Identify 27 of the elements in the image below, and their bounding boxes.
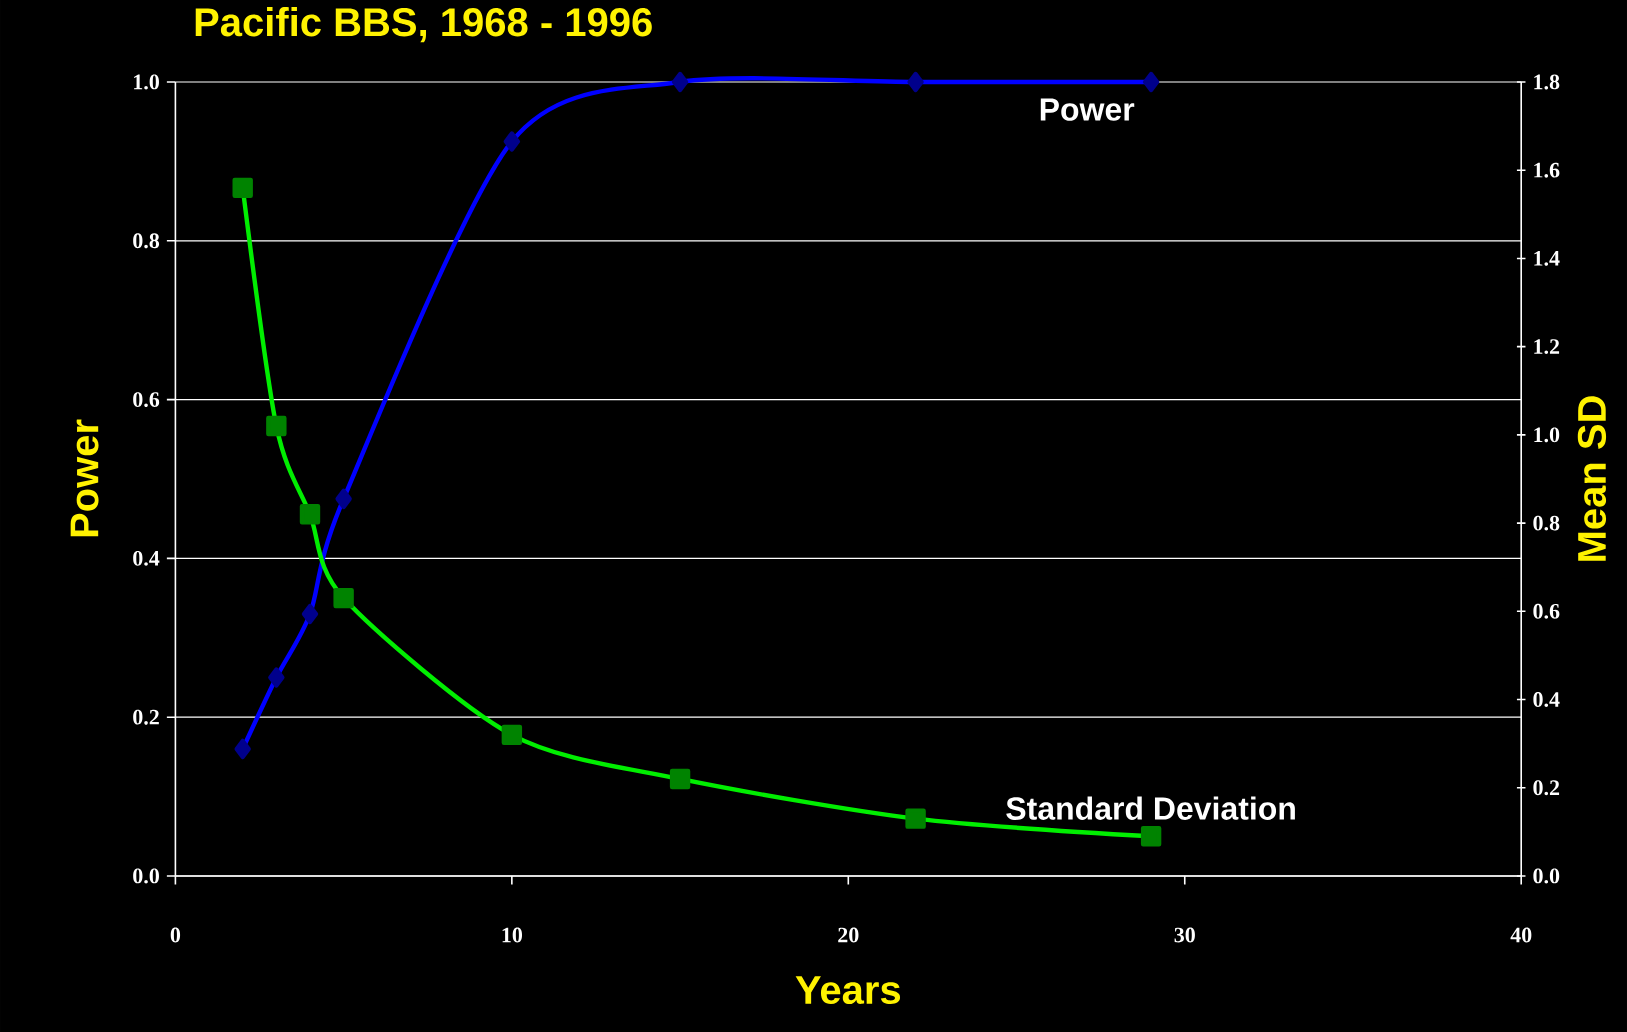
y2-tick-label: 1.4 [1534, 251, 1560, 266]
y2-axis-title: Mean SD [1577, 396, 1607, 561]
x-tick-label: 20 [838, 927, 859, 943]
x-tick-label: 10 [502, 927, 523, 943]
y2-tick-label: 0.8 [1533, 515, 1560, 531]
y-axis-title: Power [70, 419, 99, 537]
y2-tick-label: 0.4 [1533, 692, 1560, 708]
y-tick-label: 1.0 [134, 74, 159, 90]
x-axis-title: Years [795, 976, 901, 1005]
series-label: Power [1040, 98, 1135, 121]
y-tick-label: 0.6 [133, 392, 160, 408]
y-tick-label: 0.0 [133, 868, 159, 884]
y-tick-label: 0.8 [133, 233, 160, 249]
y2-tick-label: 1.6 [1534, 162, 1560, 178]
y-tick-label: 0.2 [133, 709, 159, 725]
y2-tick-label: 1.2 [1534, 339, 1560, 355]
y2-tick-label: 1.0 [1534, 427, 1560, 443]
y2-tick-label: 0.6 [1533, 603, 1560, 619]
series-label: Standard Deviation [1006, 796, 1295, 820]
y2-tick-label: 1.8 [1534, 74, 1560, 90]
y-tick-label: 0.4 [133, 550, 160, 566]
chart-title: Pacific BBS, 1968 - 1996 [195, 7, 652, 43]
x-tick-label: 0 [170, 927, 181, 943]
x-tick-label: 40 [1510, 927, 1532, 943]
y2-tick-label: 0.2 [1533, 780, 1560, 796]
y2-tick-label: 0.0 [1533, 868, 1560, 884]
x-tick-label: 30 [1174, 927, 1195, 943]
